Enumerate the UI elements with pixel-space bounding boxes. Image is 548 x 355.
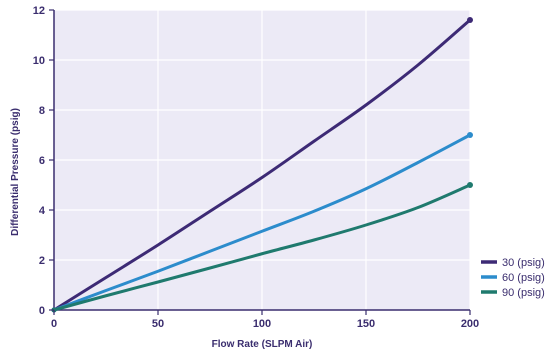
series-endpoint-3 — [467, 182, 473, 188]
y-tick-label: 4 — [39, 205, 46, 217]
y-tick-label: 6 — [39, 155, 45, 167]
x-tick-label: 150 — [357, 318, 375, 330]
series-line-2 — [52, 133, 472, 312]
y-tick-label: 8 — [39, 105, 45, 117]
series-line-3 — [52, 183, 472, 312]
series-endpoint-1 — [467, 17, 473, 23]
y-tick-label: 0 — [39, 305, 45, 317]
y-tick-label: 12 — [33, 5, 45, 17]
series-endpoint-2 — [467, 132, 473, 138]
legend-label: 60 (psig) — [502, 272, 545, 284]
y-tick-label: 2 — [39, 255, 45, 267]
x-tick-label: 50 — [152, 318, 164, 330]
y-axis-title: Differential Pressure (psig) — [10, 108, 21, 236]
y-tick-label: 10 — [33, 55, 45, 67]
x-tick-label: 0 — [51, 318, 57, 330]
x-tick-label: 100 — [253, 318, 271, 330]
legend-label: 90 (psig) — [502, 287, 545, 299]
legend-label: 30 (psig) — [502, 257, 545, 269]
series-line-1 — [52, 18, 472, 312]
x-tick-label: 200 — [461, 318, 479, 330]
x-axis-title: Flow Rate (SLPM Air) — [212, 339, 313, 350]
